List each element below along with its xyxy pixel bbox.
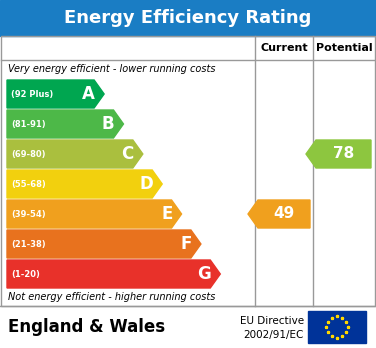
Text: 78: 78 (333, 147, 354, 161)
Text: (1-20): (1-20) (11, 269, 40, 278)
Text: (92 Plus): (92 Plus) (11, 89, 53, 98)
Text: B: B (102, 115, 114, 133)
Text: Current: Current (260, 43, 308, 53)
Text: Not energy efficient - higher running costs: Not energy efficient - higher running co… (8, 292, 215, 302)
Text: (81-91): (81-91) (11, 119, 45, 128)
Text: Potential: Potential (316, 43, 372, 53)
Text: England & Wales: England & Wales (8, 318, 165, 336)
Text: EU Directive: EU Directive (240, 316, 304, 326)
Text: (55-68): (55-68) (11, 180, 46, 189)
Text: C: C (121, 145, 134, 163)
Bar (0, 306, 376, 348)
Text: 2002/91/EC: 2002/91/EC (244, 330, 304, 340)
Polygon shape (7, 200, 182, 228)
Polygon shape (7, 140, 143, 168)
Polygon shape (7, 260, 220, 288)
Bar (1, 36, 375, 306)
Text: D: D (139, 175, 153, 193)
Polygon shape (7, 110, 123, 138)
Text: (21-38): (21-38) (11, 239, 45, 248)
Polygon shape (306, 140, 371, 168)
Polygon shape (7, 230, 201, 258)
Text: G: G (197, 265, 211, 283)
Polygon shape (248, 200, 310, 228)
Text: (69-80): (69-80) (11, 150, 45, 158)
Text: Energy Efficiency Rating: Energy Efficiency Rating (64, 9, 312, 27)
Polygon shape (7, 80, 104, 108)
Polygon shape (7, 170, 162, 198)
Text: Very energy efficient - lower running costs: Very energy efficient - lower running co… (8, 64, 215, 74)
Text: E: E (161, 205, 173, 223)
Bar (0, 0, 376, 36)
Text: A: A (82, 85, 95, 103)
Bar (308, 311, 366, 343)
Text: 49: 49 (273, 206, 295, 221)
Text: F: F (180, 235, 192, 253)
Text: (39-54): (39-54) (11, 209, 45, 219)
